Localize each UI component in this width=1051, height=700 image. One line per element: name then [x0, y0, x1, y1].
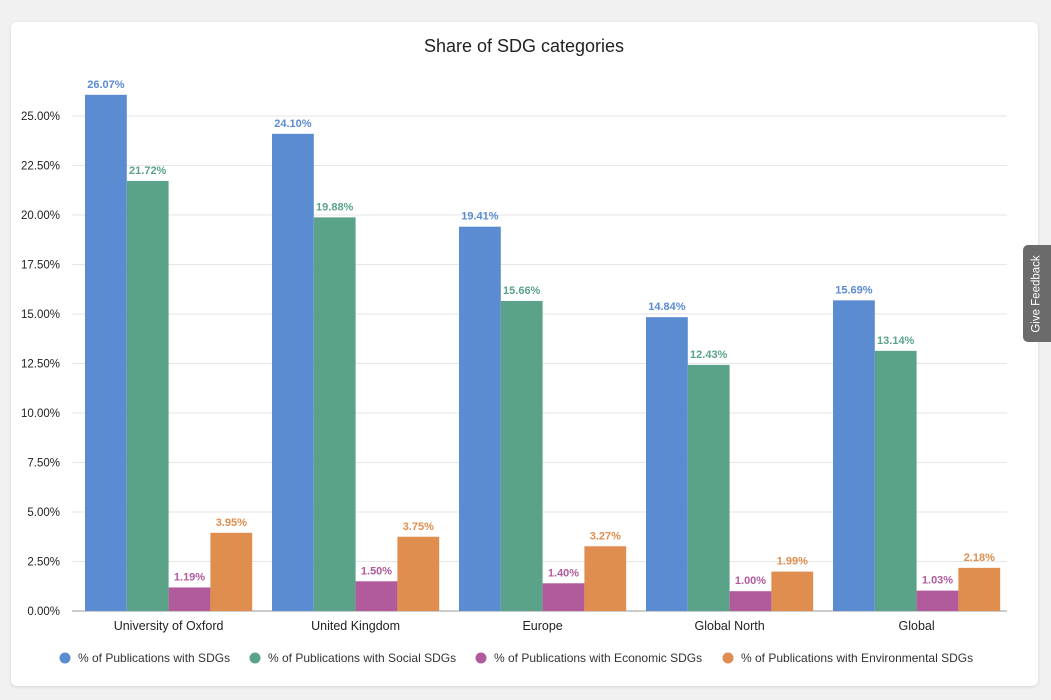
data-label: 15.69%: [835, 284, 873, 296]
data-label: 3.27%: [590, 530, 621, 542]
legend-label: % of Publications with Social SDGs: [268, 651, 456, 665]
bar[interactable]: [355, 581, 398, 611]
data-label: 26.07%: [87, 79, 125, 91]
data-label: 1.50%: [361, 565, 392, 577]
x-axis: University of Oxford United Kingdom Europe…: [114, 619, 935, 633]
bar[interactable]: [500, 300, 543, 611]
data-label: 1.40%: [548, 567, 579, 579]
data-label: 13.14%: [877, 335, 915, 347]
legend-swatch: [249, 652, 261, 664]
bar[interactable]: [272, 133, 314, 611]
legend-item[interactable]: % of Publications with Economic SDGs: [475, 651, 703, 665]
bar[interactable]: [210, 532, 253, 611]
data-label: 1.99%: [777, 556, 808, 568]
x-tick-label: United Kingdom: [311, 619, 400, 633]
data-label: 2.18%: [964, 552, 995, 564]
bar[interactable]: [542, 583, 585, 611]
bar[interactable]: [459, 226, 501, 611]
bar[interactable]: [126, 180, 169, 611]
y-tick-label: 15.00%: [21, 309, 60, 321]
data-label: 3.75%: [403, 521, 434, 533]
data-label: 1.19%: [174, 571, 205, 583]
y-tick-label: 7.50%: [27, 458, 60, 470]
data-label: 1.00%: [735, 575, 766, 587]
y-tick-label: 22.50%: [21, 161, 60, 173]
y-tick-label: 25.00%: [21, 111, 60, 123]
y-tick-label: 20.00%: [21, 210, 60, 222]
y-tick-label: 5.00%: [27, 507, 60, 519]
bar[interactable]: [771, 571, 814, 611]
y-tick-label: 0.00%: [27, 606, 60, 618]
x-tick-label: Europe: [522, 619, 562, 633]
bar[interactable]: [833, 300, 875, 611]
legend-swatch: [475, 652, 487, 664]
bar[interactable]: [397, 536, 440, 611]
bar[interactable]: [687, 364, 730, 611]
data-label: 12.43%: [690, 349, 728, 361]
legend-swatch: [722, 652, 734, 664]
legend-swatch: [59, 652, 71, 664]
legend: % of Publications with SDGs % of Publicat…: [59, 651, 974, 665]
legend-label: % of Publications with SDGs: [78, 651, 230, 665]
give-feedback-label: Give Feedback: [1031, 254, 1044, 333]
x-tick-label: Global North: [695, 619, 765, 633]
give-feedback-button[interactable]: Give Feedback: [1023, 245, 1051, 342]
bar[interactable]: [584, 546, 627, 611]
bar[interactable]: [958, 567, 1001, 611]
y-tick-label: 12.50%: [21, 359, 60, 371]
y-tick-label: 2.50%: [27, 557, 60, 569]
x-tick-label: Global: [899, 619, 935, 633]
data-label: 1.03%: [922, 575, 953, 587]
data-label: 19.88%: [316, 201, 354, 213]
chart-title: Share of SDG categories: [424, 36, 624, 56]
data-label: 24.10%: [274, 118, 312, 130]
legend-item[interactable]: % of Publications with Environmental SDG…: [722, 651, 974, 665]
data-label: 14.84%: [648, 301, 686, 313]
data-label: 21.72%: [129, 165, 167, 177]
y-tick-label: 10.00%: [21, 408, 60, 420]
legend-item[interactable]: % of Publications with SDGs: [59, 651, 231, 665]
legend-label: % of Publications with Environmental SDG…: [741, 651, 973, 665]
data-label: 3.95%: [216, 517, 247, 529]
bar[interactable]: [874, 350, 917, 611]
bar[interactable]: [646, 317, 688, 611]
bar[interactable]: [729, 591, 772, 611]
data-label: 15.66%: [503, 285, 541, 297]
legend-item[interactable]: % of Publications with Social SDGs: [249, 651, 457, 665]
bar[interactable]: [85, 94, 127, 611]
bar[interactable]: [313, 217, 356, 611]
bars: [85, 94, 1001, 611]
y-tick-label: 17.50%: [21, 260, 60, 272]
x-tick-label: University of Oxford: [114, 619, 224, 633]
bar[interactable]: [168, 587, 211, 611]
data-label: 19.41%: [461, 211, 499, 223]
data-labels: 26.07% 21.72% 1.19% 3.95% 24.10% 19.88% 1.50% 3…: [87, 79, 995, 587]
bar[interactable]: [916, 590, 959, 611]
legend-label: % of Publications with Economic SDGs: [494, 651, 702, 665]
y-axis: 0.00% 2.50% 5.00% 7.50% 10.00% 12.50% 15.00% 17…: [21, 111, 60, 618]
